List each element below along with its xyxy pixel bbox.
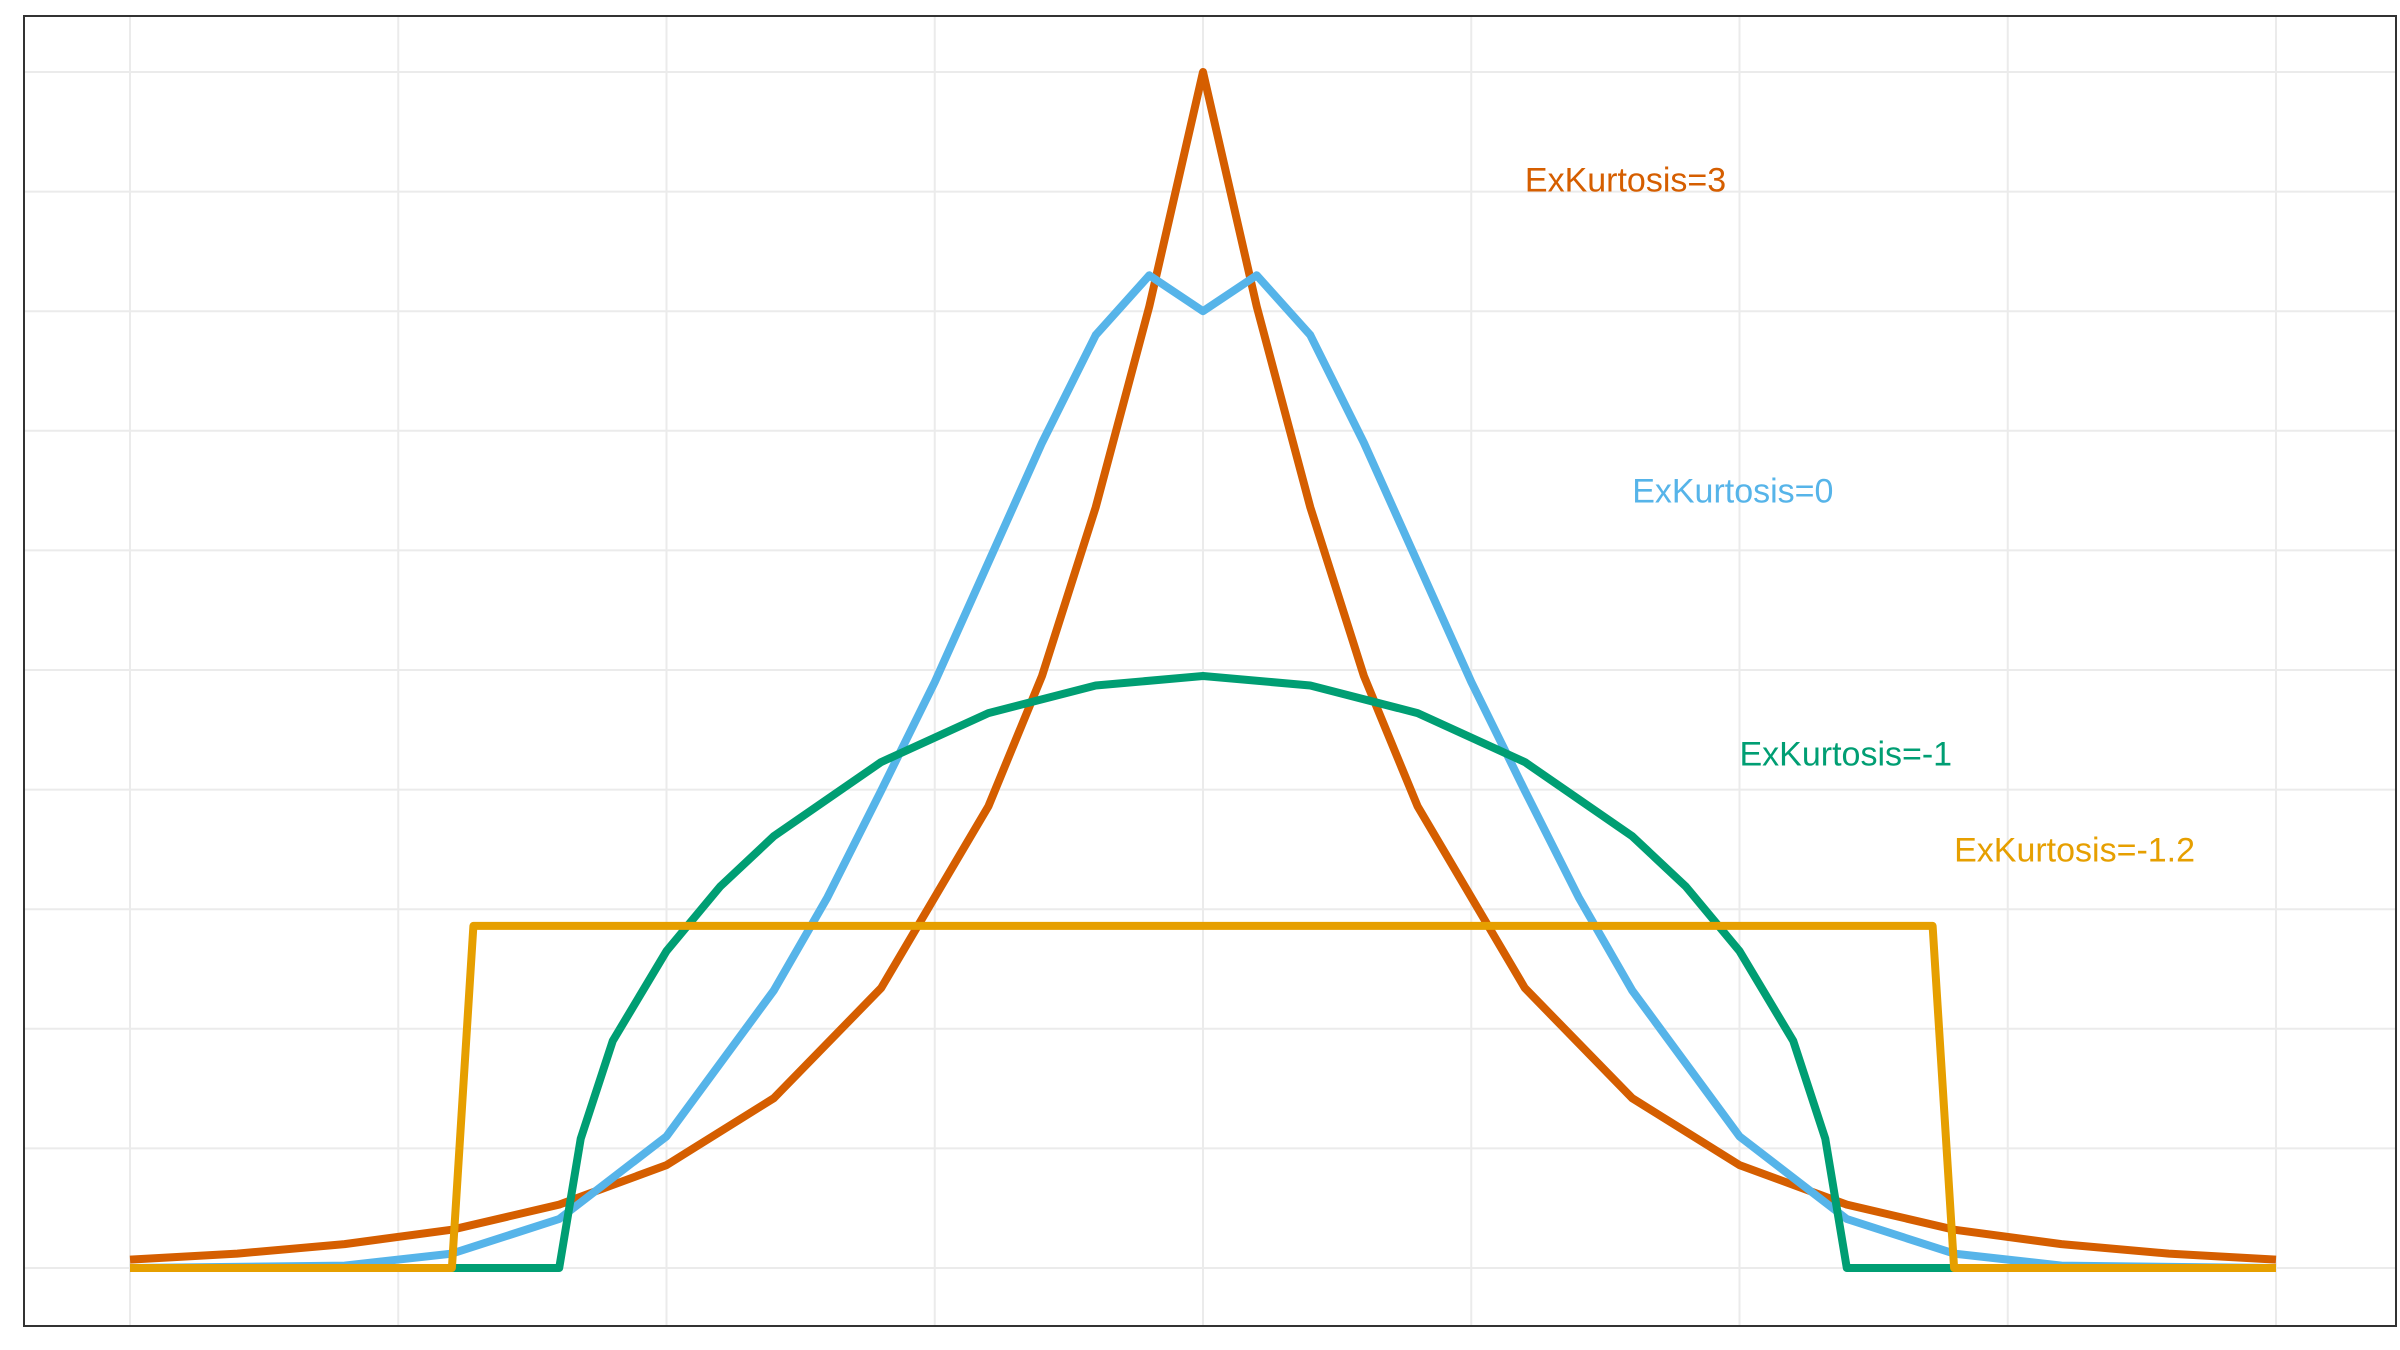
series-line-4 [130, 921, 2276, 1272]
plot-panel-border [23, 15, 2397, 1327]
series-line-1 [129, 68, 2277, 1264]
series-line-2 [129, 271, 2277, 1272]
series-label-exkurtosis-minus-1: ExKurtosis=-1 [1740, 736, 1953, 774]
label-layer: ExKurtosis=3 ExKurtosis=0 ExKurtosis=-1 … [1525, 162, 2195, 870]
series-label-exkurtosis-3: ExKurtosis=3 [1525, 162, 1726, 200]
series-line-3 [130, 672, 2276, 1272]
series-label-exkurtosis-0: ExKurtosis=0 [1632, 473, 1833, 511]
grid-layer [24, 16, 2396, 1326]
series-label-exkurtosis-minus-1-2: ExKurtosis=-1.2 [1954, 831, 2195, 869]
series-layer [129, 68, 2277, 1272]
